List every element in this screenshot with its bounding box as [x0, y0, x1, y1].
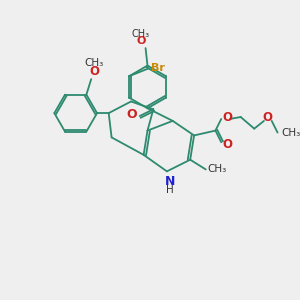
Text: Br: Br	[151, 64, 165, 74]
Text: O: O	[222, 138, 232, 151]
Text: H: H	[166, 185, 174, 195]
Text: O: O	[263, 112, 273, 124]
Text: O: O	[89, 65, 99, 78]
Text: O: O	[136, 36, 146, 46]
Text: CH₃: CH₃	[85, 58, 104, 68]
Text: CH₃: CH₃	[281, 128, 300, 137]
Text: O: O	[222, 112, 232, 124]
Text: N: N	[165, 175, 175, 188]
Text: O: O	[127, 108, 137, 121]
Text: CH₃: CH₃	[132, 28, 150, 38]
Text: CH₃: CH₃	[208, 164, 227, 174]
